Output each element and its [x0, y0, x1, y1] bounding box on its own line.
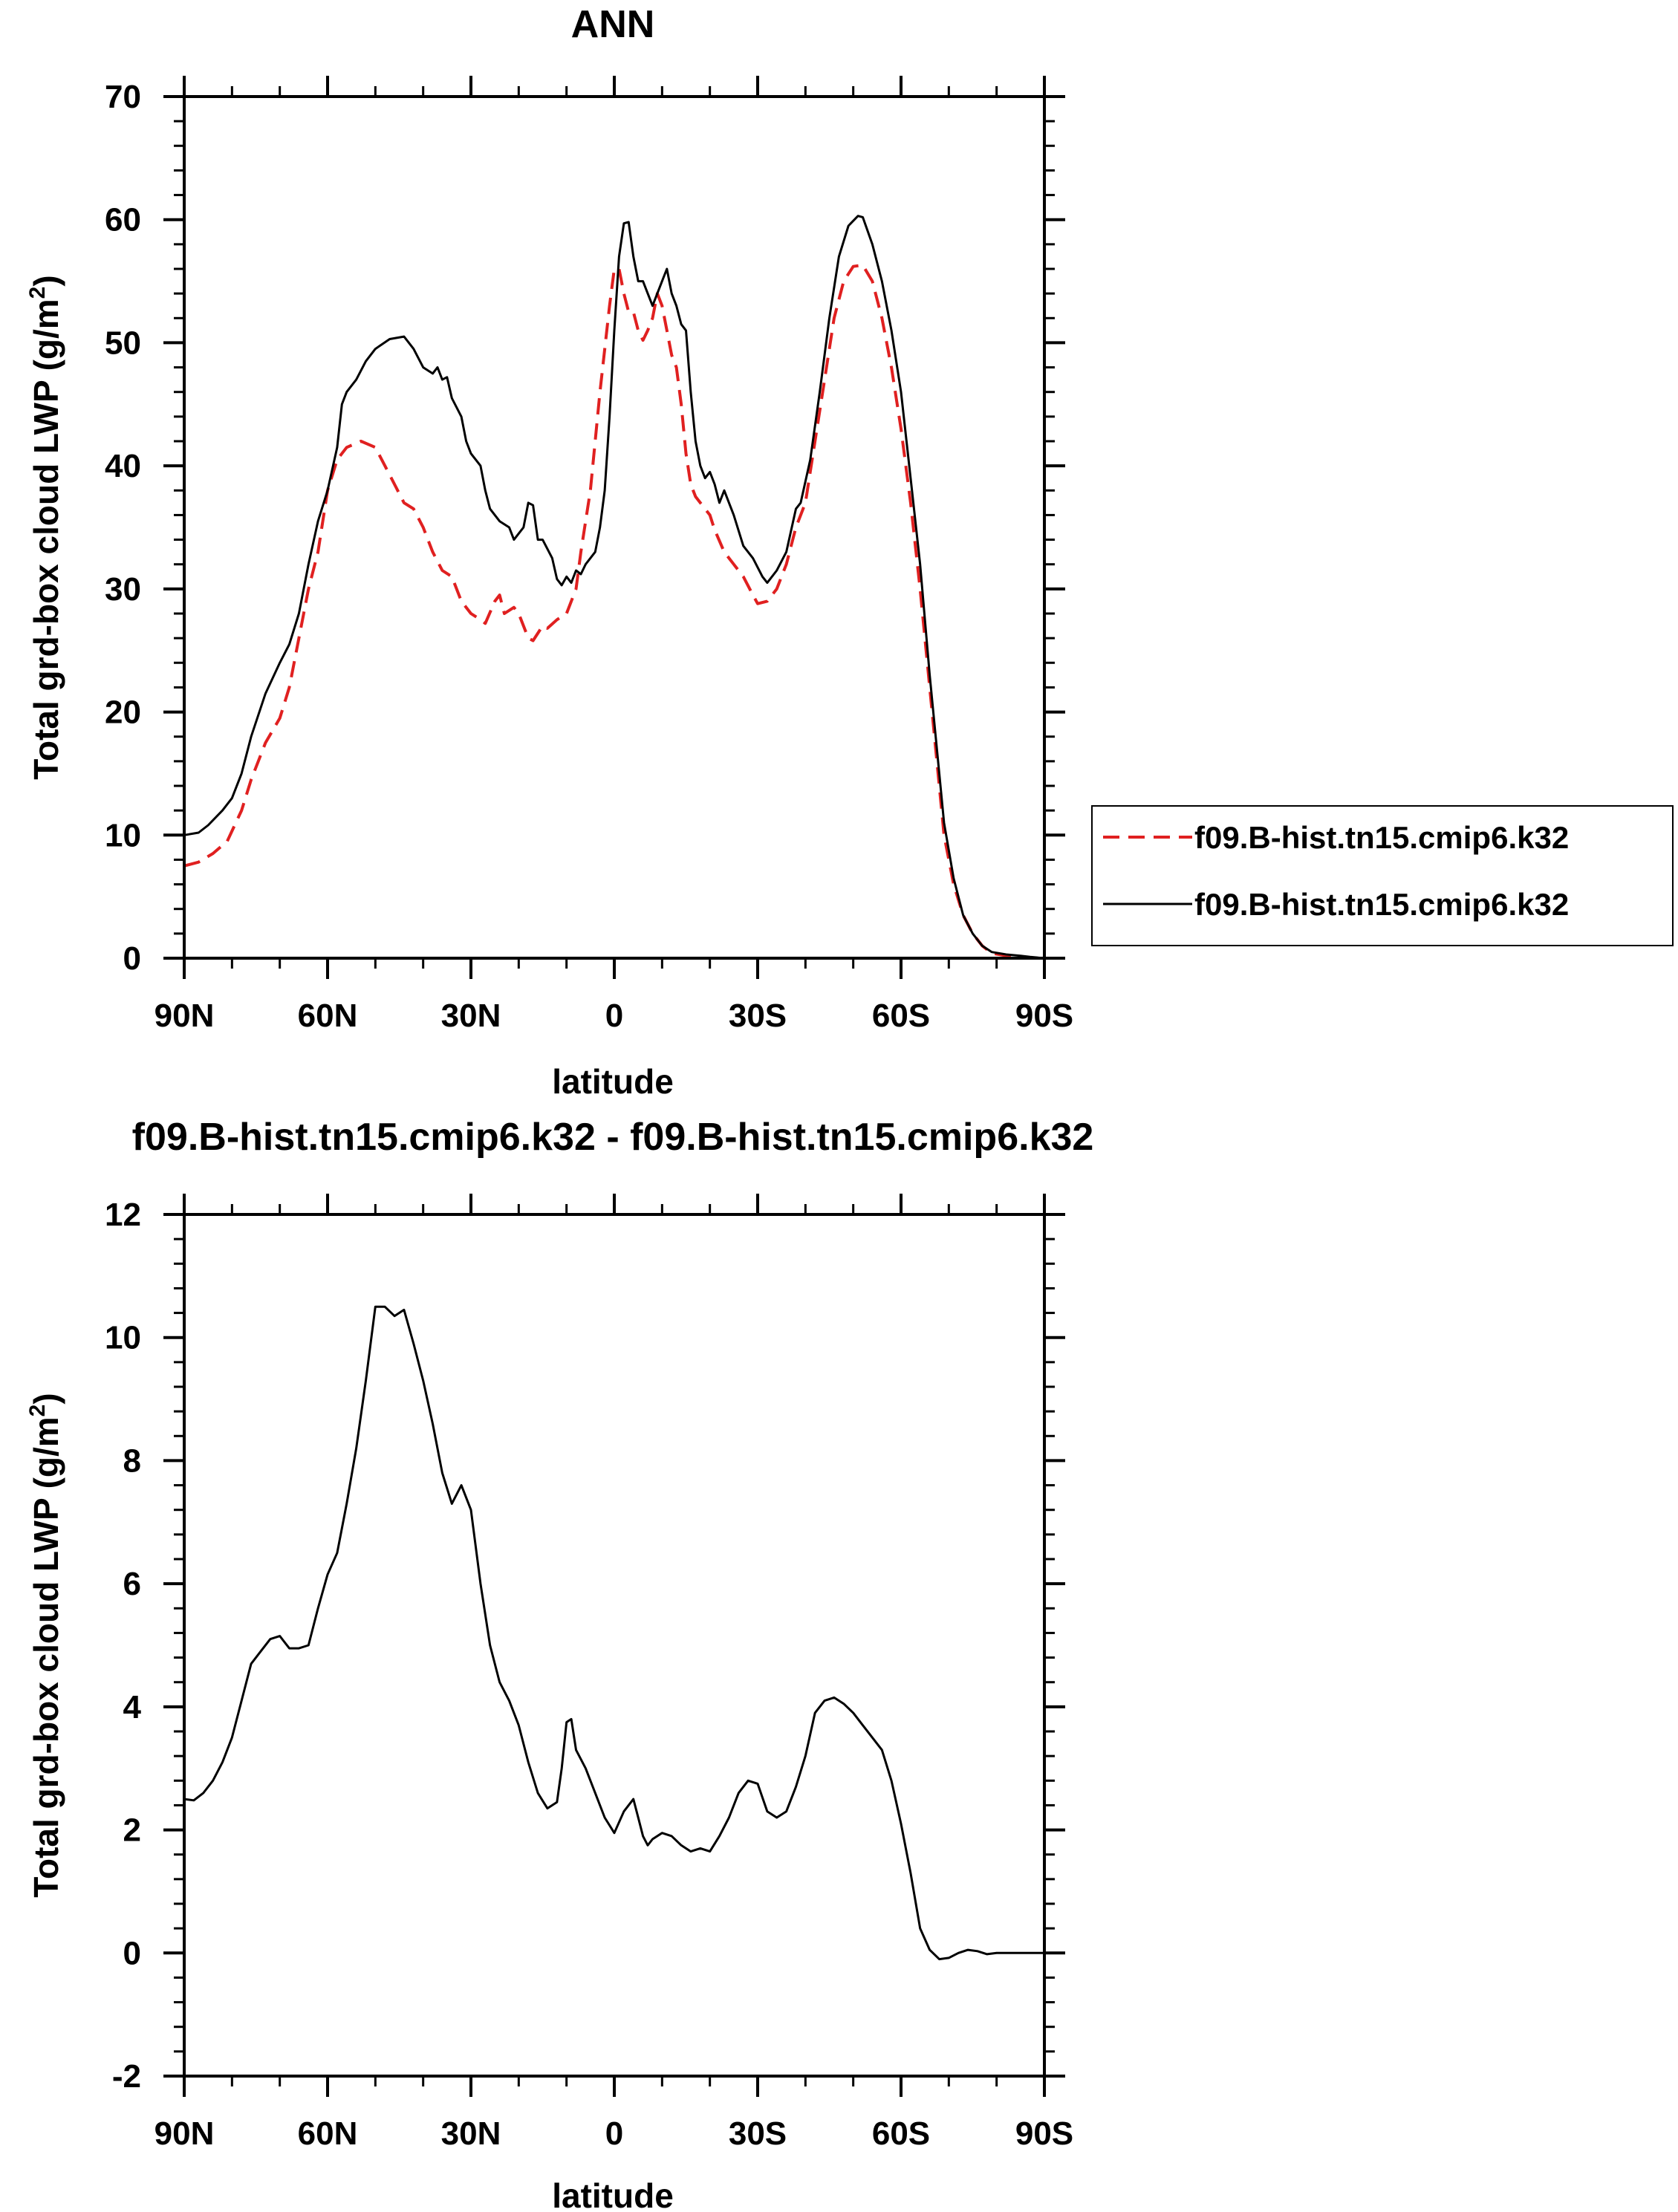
bottom-x-axis-label: latitude: [552, 2176, 674, 2212]
top-y-tick-label: 40: [105, 448, 141, 484]
top-y-tick-label: 50: [105, 325, 141, 361]
bottom-y-tick-label: 12: [105, 1197, 141, 1233]
top-x-tick-labels: 90N 60N 30N 0 30S 60S 90S: [155, 998, 1074, 1034]
top-x-tick-label: 30N: [441, 998, 501, 1034]
top-y-axis-label: Total grd-box cloud LWP (g/m2): [25, 275, 65, 779]
top-x-tick-label: 90S: [1015, 998, 1073, 1034]
bottom-y-axis-label-end: ): [27, 1393, 65, 1404]
top-x-tick-label: 0: [605, 998, 623, 1034]
top-y-tick-label: 60: [105, 202, 141, 238]
bottom-x-tick-label: 30N: [441, 2115, 501, 2152]
bottom-y-axis-label-main: Total grd-box cloud LWP (g/m: [27, 1416, 65, 1897]
bottom-ticks: [163, 1194, 1065, 2097]
legend-entry-1: f09.B-hist.tn15.cmip6.k32: [1194, 820, 1569, 855]
bottom-x-tick-labels: 90N 60N 30N 0 30S 60S 90S: [155, 2115, 1074, 2152]
bottom-x-tick-label: 90S: [1015, 2115, 1073, 2152]
top-series-lines: [183, 215, 1045, 960]
top-x-axis-label: latitude: [552, 1062, 674, 1101]
bottom-series-line-1: [183, 1305, 1044, 1961]
top-x-tick-label: 60N: [298, 998, 358, 1034]
top-series-line-2: [183, 215, 1045, 960]
bottom-y-axis-label: Total grd-box cloud LWP (g/m2): [25, 1393, 65, 1897]
bottom-y-tick-labels: -2 0 2 4 6 8 10 12: [105, 1197, 141, 2095]
top-x-tick-label: 90N: [155, 998, 215, 1034]
bottom-plot-frame: [183, 1213, 1046, 2078]
top-plot-frame: [183, 95, 1046, 960]
legend-entry-2: f09.B-hist.tn15.cmip6.k32: [1194, 887, 1569, 922]
bottom-y-tick-label: 8: [123, 1442, 141, 1479]
top-y-axis-label-main: Total grd-box cloud LWP (g/m: [27, 299, 65, 779]
bottom-y-axis-label-superscript: 2: [25, 1405, 50, 1417]
top-y-tick-label: 10: [105, 817, 141, 853]
bottom-x-tick-label: 30S: [729, 2115, 787, 2152]
bottom-y-tick-label: 6: [123, 1566, 141, 1602]
top-x-tick-label: 60S: [872, 998, 930, 1034]
bottom-x-tick-label: 60N: [298, 2115, 358, 2152]
bottom-x-tick-label: 60S: [872, 2115, 930, 2152]
top-y-tick-label: 30: [105, 571, 141, 608]
bottom-series-lines: [183, 1305, 1044, 1961]
bottom-y-tick-label: 10: [105, 1320, 141, 1356]
bottom-y-tick-label: 2: [123, 1812, 141, 1849]
bottom-x-tick-label: 90N: [155, 2115, 215, 2152]
top-y-tick-label: 20: [105, 694, 141, 731]
top-series-line-1: [183, 264, 1044, 960]
top-y-axis-label-end: ): [27, 275, 65, 286]
legend-frame: [1091, 805, 1674, 946]
top-y-axis-label-superscript: 2: [25, 287, 50, 299]
top-x-tick-label: 30S: [729, 998, 787, 1034]
bottom-y-tick-label: -2: [112, 2058, 141, 2095]
bottom-y-tick-label: 4: [123, 1689, 142, 1725]
bottom-x-tick-label: 0: [605, 2115, 623, 2152]
bottom-chart-title: f09.B-hist.tn15.cmip6.k32 - f09.B-hist.t…: [132, 1116, 1094, 1159]
top-chart-title: ANN: [571, 3, 655, 46]
top-y-tick-label: 0: [123, 940, 141, 977]
top-ticks: [163, 76, 1065, 979]
bottom-y-tick-label: 0: [123, 1935, 141, 1971]
legend: f09.B-hist.tn15.cmip6.k32 f09.B-hist.tn1…: [1091, 805, 1674, 946]
top-y-tick-labels: 0 10 20 30 40 50 60 70: [105, 79, 141, 977]
top-y-tick-label: 70: [105, 79, 141, 115]
bottom-panel: f09.B-hist.tn15.cmip6.k32 - f09.B-hist.t…: [25, 1116, 1093, 2212]
